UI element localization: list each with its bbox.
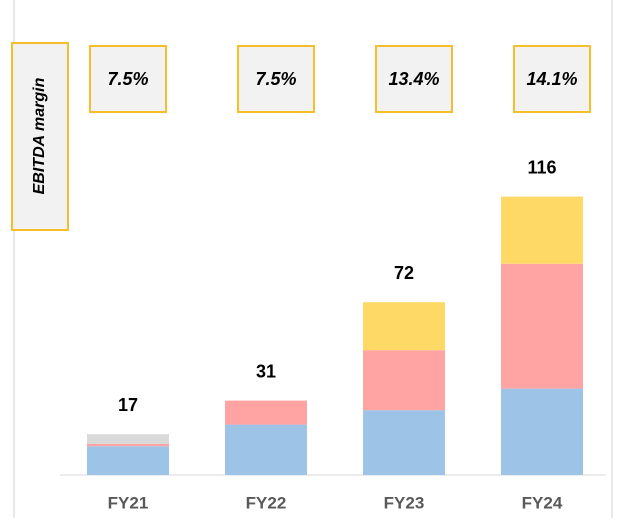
bar-segment	[501, 263, 583, 389]
bar-segment	[501, 196, 583, 264]
x-tick-label: FY21	[108, 493, 149, 512]
bar-segment	[225, 400, 307, 425]
margin-box	[89, 45, 167, 113]
margin-value: 14.1%	[526, 69, 577, 89]
margin-box	[375, 45, 453, 113]
bar-segment	[225, 424, 307, 475]
bar-segment	[87, 443, 169, 447]
bar-segment	[501, 388, 583, 475]
margin-value: 7.5%	[107, 69, 148, 89]
total-label: 72	[394, 263, 414, 283]
margin-value: 7.5%	[255, 69, 296, 89]
total-label: 31	[256, 361, 276, 381]
total-label: 17	[118, 395, 138, 415]
total-label: 116	[527, 157, 556, 177]
bar-segment	[363, 410, 445, 475]
bar-segment	[363, 302, 445, 351]
margin-value: 13.4%	[388, 69, 439, 89]
bar-segment	[87, 446, 169, 475]
margin-box	[513, 45, 591, 113]
margin-label-box	[11, 42, 69, 231]
bar-segment	[363, 350, 445, 411]
margin-box	[237, 45, 315, 113]
x-tick-label: FY23	[384, 493, 425, 512]
x-tick-label: FY22	[246, 493, 287, 512]
margin-label: EBITDA margin	[31, 77, 48, 194]
x-tick-label: FY24	[522, 493, 563, 512]
bar-segment	[87, 434, 169, 444]
